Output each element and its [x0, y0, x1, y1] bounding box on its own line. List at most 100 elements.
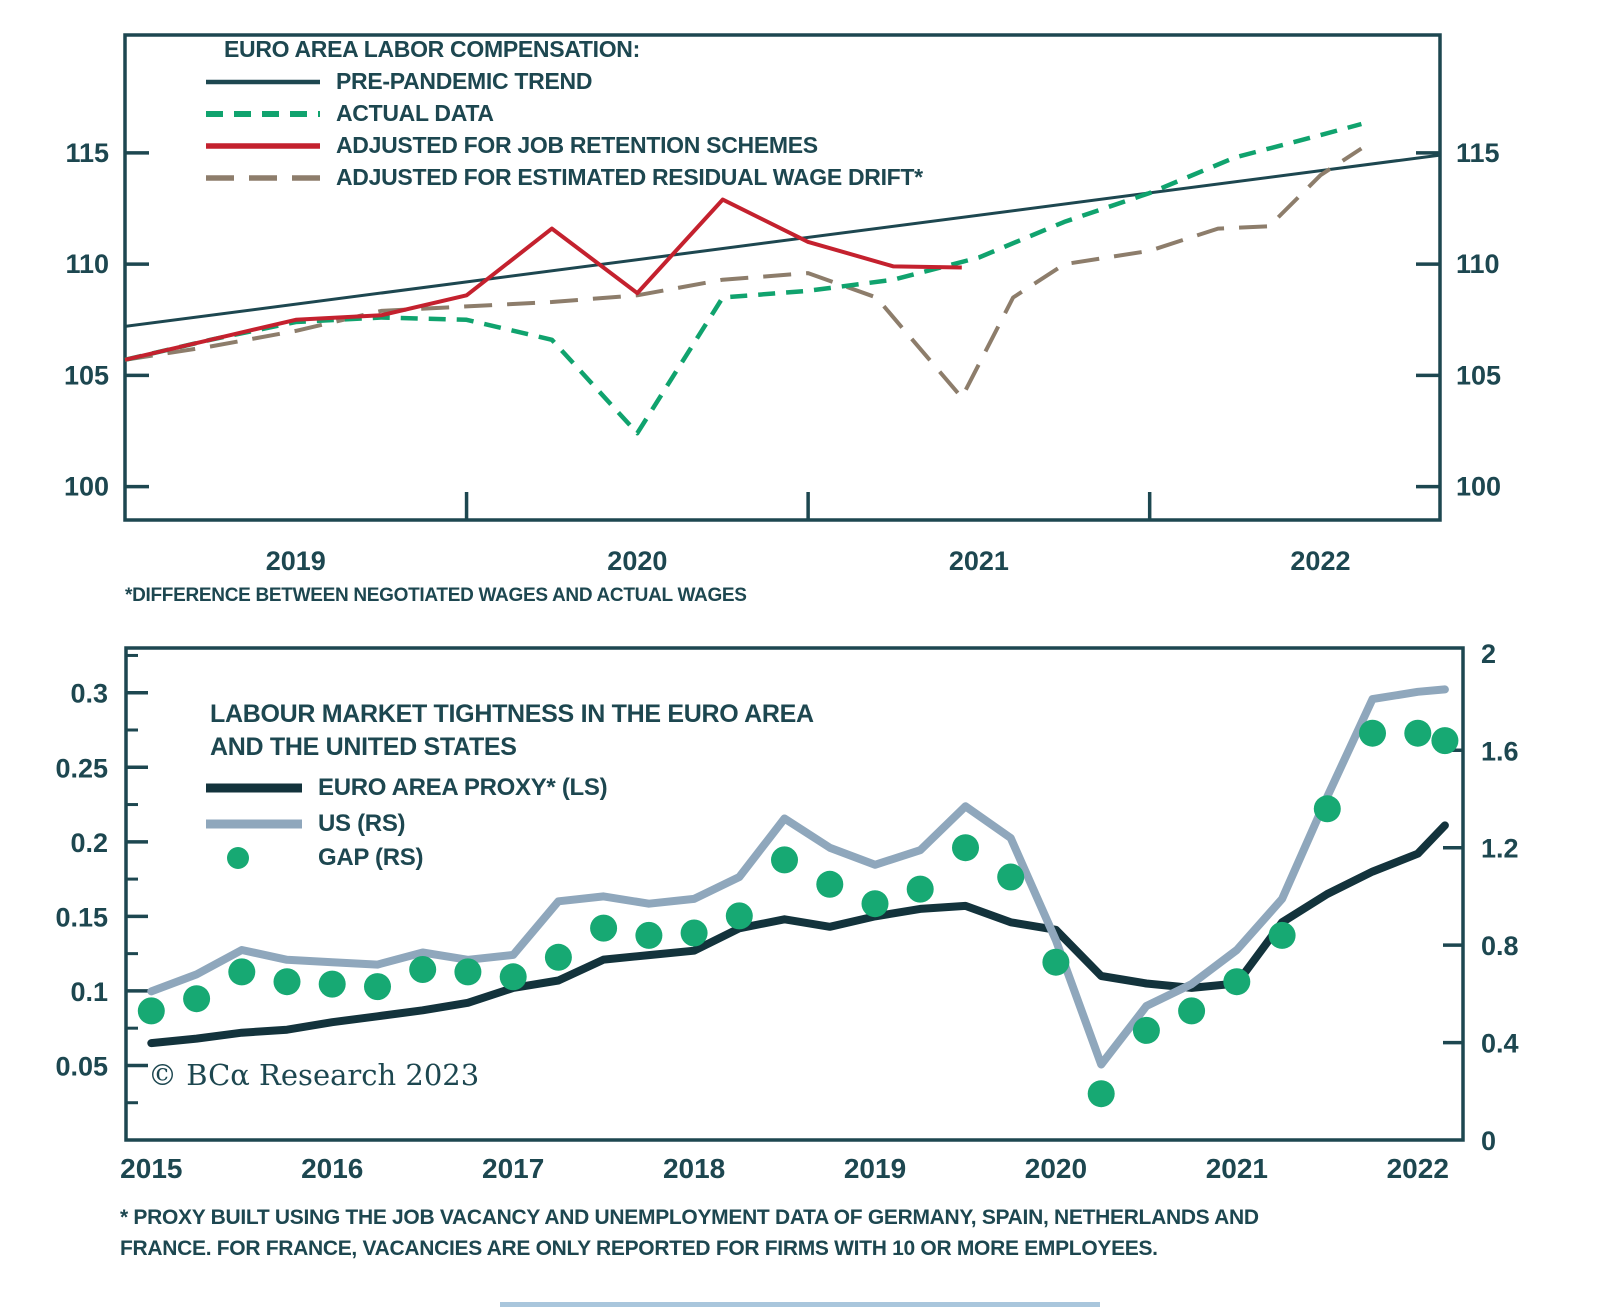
x-year-label: 2019	[266, 546, 326, 576]
right-tick-label: 1.2	[1481, 834, 1519, 864]
x-year-label: 2022	[1387, 1153, 1449, 1184]
euro-proxy-line-sample	[206, 783, 302, 793]
left-tick-label: 0.1	[70, 977, 108, 1007]
legend-label: ADJUSTED FOR ESTIMATED RESIDUAL WAGE DRI…	[336, 164, 923, 190]
gap-dot	[725, 902, 753, 930]
y-tick-label-right: 110	[1456, 249, 1500, 279]
bottom-chart-footnote: * PROXY BUILT USING THE JOB VACANCY AND …	[120, 1202, 1259, 1264]
y-tick-label-left: 105	[64, 360, 109, 390]
x-year-label: 2017	[482, 1153, 544, 1184]
legend-item-euro-area-proxy: EURO AREA PROXY* (LS)	[204, 774, 608, 802]
job-retention-line-sample	[206, 142, 320, 149]
plot-border	[123, 33, 1442, 522]
right-tick-label: 0	[1481, 1126, 1496, 1156]
right-tick-label: 1.6	[1481, 736, 1519, 766]
wage-drift-line-sample	[206, 174, 320, 181]
gap-dot	[1042, 948, 1070, 976]
right-tick-label: 0.8	[1481, 931, 1519, 961]
gap-dot	[590, 914, 618, 942]
legend-item-gap: GAP (RS)	[204, 844, 423, 872]
x-year-label: 2019	[844, 1153, 906, 1184]
gap-dot	[680, 919, 708, 947]
bca-research-copyright: © BCα Research 2023	[148, 1058, 480, 1092]
legend-label: US (RS)	[318, 810, 406, 837]
left-tick-label: 0.05	[55, 1051, 108, 1081]
legend-item-job-retention: ADJUSTED FOR JOB RETENTION SCHEMES	[204, 132, 818, 159]
right-tick-label: 0.4	[1481, 1029, 1519, 1059]
series-line-2	[124, 197, 962, 362]
trend-line-sample	[206, 79, 320, 84]
labor-compensation-chart: 100 100 105 105 110 110 115 115 2019 2020 2021 2022	[64, 33, 1501, 576]
actual-data-line-sample	[206, 110, 320, 117]
gap-dot	[183, 985, 211, 1013]
legend-label: GAP (RS)	[318, 844, 424, 871]
gap-dot	[1313, 795, 1341, 823]
right-tick-label: 2	[1481, 639, 1496, 669]
legend-label: EURO AREA PROXY* (LS)	[318, 774, 608, 801]
gap-dot	[1132, 1016, 1160, 1044]
gap-dot	[952, 834, 979, 862]
x-year-label: 2020	[1025, 1153, 1087, 1184]
plot-border	[124, 646, 1465, 1142]
gap-dot	[635, 921, 663, 949]
legend-item-pre-pandemic-trend: PRE-PANDEMIC TREND	[204, 68, 592, 95]
gap-dot	[137, 997, 165, 1025]
gap-dot	[1431, 727, 1459, 755]
y-tick-label-right: 100	[1456, 472, 1501, 502]
y-tick-label-left: 110	[65, 249, 109, 279]
gap-dot-sample	[227, 847, 249, 869]
top-chart-footnote: *DIFFERENCE BETWEEN NEGOTIATED WAGES AND…	[125, 585, 747, 606]
x-year-label: 2020	[607, 546, 667, 576]
x-year-label: 2022	[1290, 546, 1350, 576]
bottom-chart-title: LABOUR MARKET TIGHTNESS IN THE EURO AREA…	[210, 698, 814, 764]
bottom-footnote-line1: * PROXY BUILT USING THE JOB VACANCY AND …	[120, 1206, 1259, 1229]
legend-item-wage-drift: ADJUSTED FOR ESTIMATED RESIDUAL WAGE DRI…	[204, 164, 923, 191]
bottom-chart-title-line1: LABOUR MARKET TIGHTNESS IN THE EURO AREA	[210, 700, 814, 728]
x-year-label: 2018	[663, 1153, 725, 1184]
gap-dot	[409, 956, 437, 983]
y-tick-label-left: 115	[65, 138, 109, 168]
top-legend-title: EURO AREA LABOR COMPENSATION:	[224, 36, 640, 62]
gap-dot	[1359, 719, 1386, 747]
gap-dot	[861, 890, 889, 918]
gap-dot	[997, 863, 1025, 891]
x-year-label: 2021	[1206, 1153, 1268, 1184]
series-line-1	[124, 121, 1362, 436]
legend-label: ACTUAL DATA	[336, 100, 494, 126]
gap-dot	[771, 846, 798, 874]
gap-dot	[1268, 921, 1296, 949]
x-year-label: 2015	[120, 1153, 182, 1184]
x-year-label: 2021	[949, 546, 1009, 576]
gap-dot	[273, 968, 301, 996]
series-line-1	[147, 685, 1449, 1069]
left-tick-label: 0.3	[70, 679, 108, 709]
legend-item-actual-data: ACTUAL DATA	[204, 100, 494, 127]
gap-dot	[1404, 719, 1432, 747]
bottom-footnote-line2: FRANCE. FOR FRANCE, VACANCIES ARE ONLY R…	[120, 1237, 1158, 1260]
gap-dot	[906, 875, 934, 903]
x-year-label: 2016	[301, 1153, 363, 1184]
legend-label: PRE-PANDEMIC TREND	[336, 68, 593, 94]
gap-dot	[544, 943, 572, 971]
y-tick-label-right: 115	[1456, 138, 1500, 168]
us-line-sample	[206, 819, 302, 829]
gap-dot	[364, 973, 391, 1001]
y-tick-label-right: 105	[1456, 360, 1501, 390]
y-tick-label-left: 100	[64, 472, 109, 502]
gap-dot	[318, 970, 346, 998]
gap-dot	[1087, 1080, 1115, 1108]
gap-dot	[816, 870, 844, 898]
left-tick-label: 0.25	[55, 753, 108, 783]
left-tick-label: 0.2	[70, 828, 108, 858]
legend-item-us: US (RS)	[204, 810, 406, 838]
gap-dot	[1223, 968, 1251, 996]
series-line-0	[124, 153, 1441, 328]
legend-label: ADJUSTED FOR JOB RETENTION SCHEMES	[336, 132, 818, 158]
gap-dot	[1178, 997, 1206, 1025]
gap-dot	[228, 958, 256, 986]
bottom-chart-title-line2: AND THE UNITED STATES	[210, 733, 517, 761]
gap-dot	[454, 958, 482, 986]
left-tick-label: 0.15	[55, 902, 108, 932]
